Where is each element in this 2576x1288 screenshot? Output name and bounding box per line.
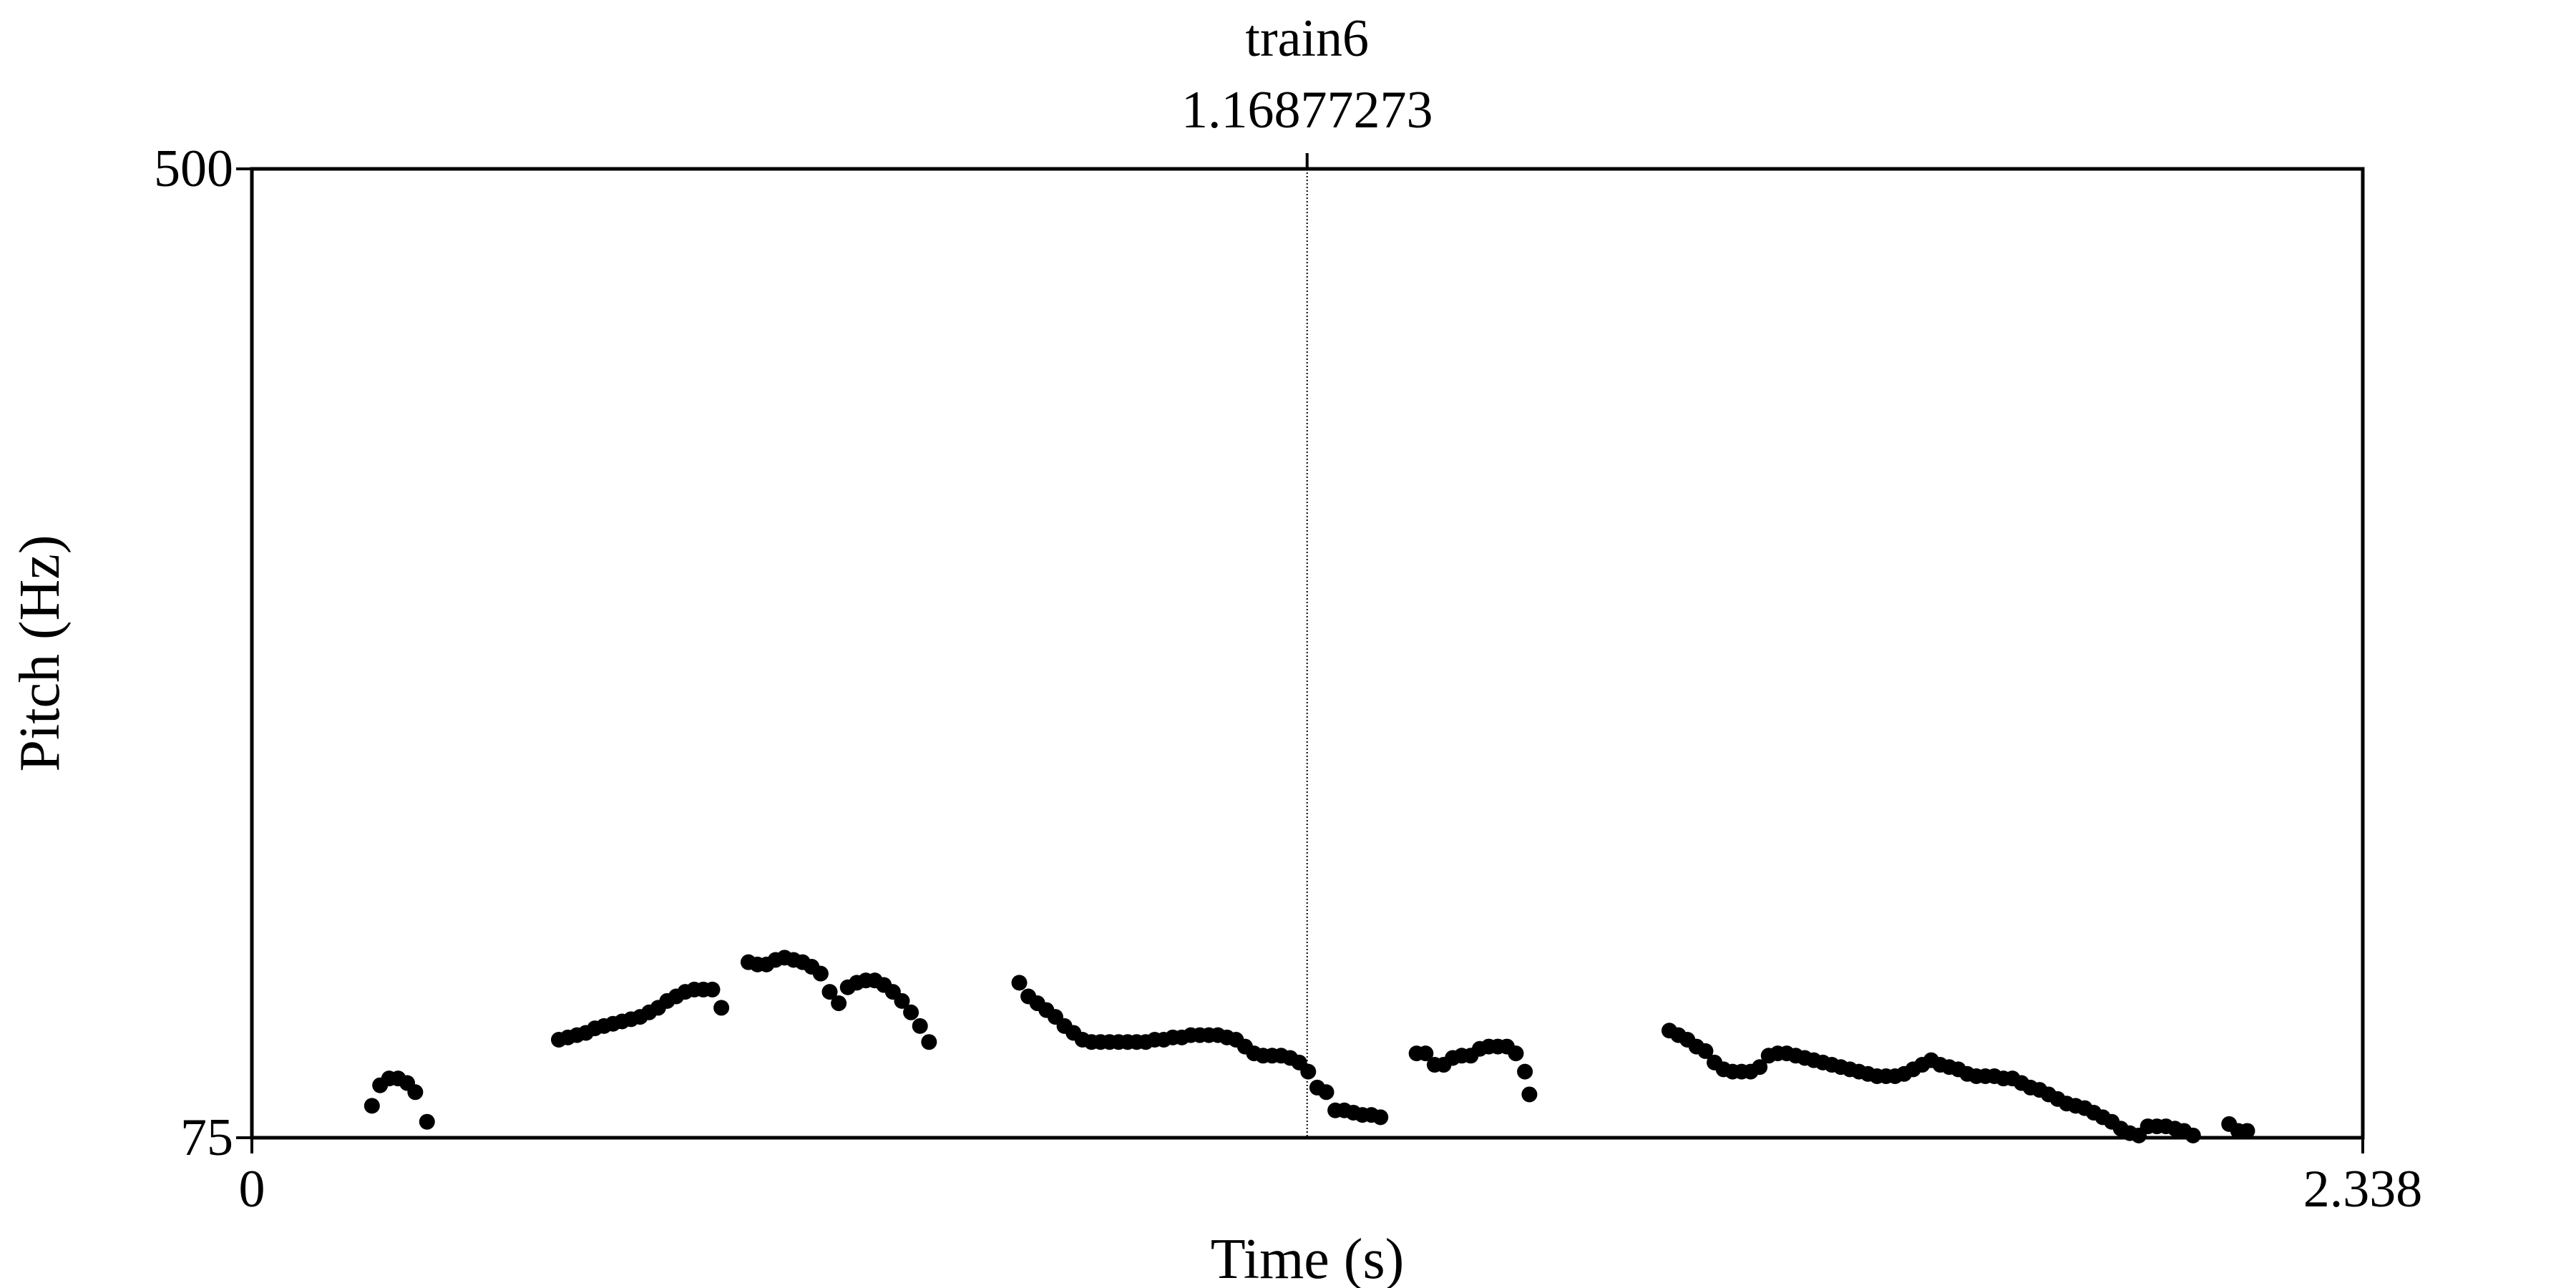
pitch-point [912,1018,928,1034]
pitch-point [364,1098,380,1114]
cursor-value-label: 1.16877273 [1181,81,1433,140]
pitch-point [831,995,847,1012]
plot-frame [250,167,2365,1140]
x-tick-label-min: 0 [239,1160,265,1219]
pitch-point [903,1004,919,1020]
x-tick-label-max: 2.338 [2303,1160,2423,1219]
pitch-point [407,1084,424,1101]
pitch-point [894,992,910,1009]
pitch-point [1517,1063,1533,1080]
pitch-point [1300,1063,1317,1080]
pitch-point [1372,1109,1389,1126]
pitch-point [704,981,721,997]
pitch-point [713,1000,730,1016]
pitch-point [2185,1127,2201,1143]
y-tick-label-max: 500 [154,140,233,198]
pitch-point [1318,1084,1335,1101]
pitch-points [364,950,2255,1143]
x-axis-label: Time (s) [1211,1228,1404,1288]
pitch-point [921,1034,937,1050]
pitch-point [1508,1045,1524,1062]
pitch-point [1752,1059,1768,1075]
y-tick-label-min: 75 [180,1108,233,1167]
pitch-point [419,1113,435,1130]
pitch-point [821,984,838,1000]
y-axis-label: Pitch (Hz) [9,535,72,771]
pitch-point [1011,975,1028,991]
pitch-point [1697,1043,1714,1059]
pitch-point [1418,1045,1434,1062]
pitch-point [1521,1086,1538,1103]
chart-title: train6 [1245,9,1369,68]
pitch-point [812,965,829,982]
pitch-point [2239,1123,2255,1139]
